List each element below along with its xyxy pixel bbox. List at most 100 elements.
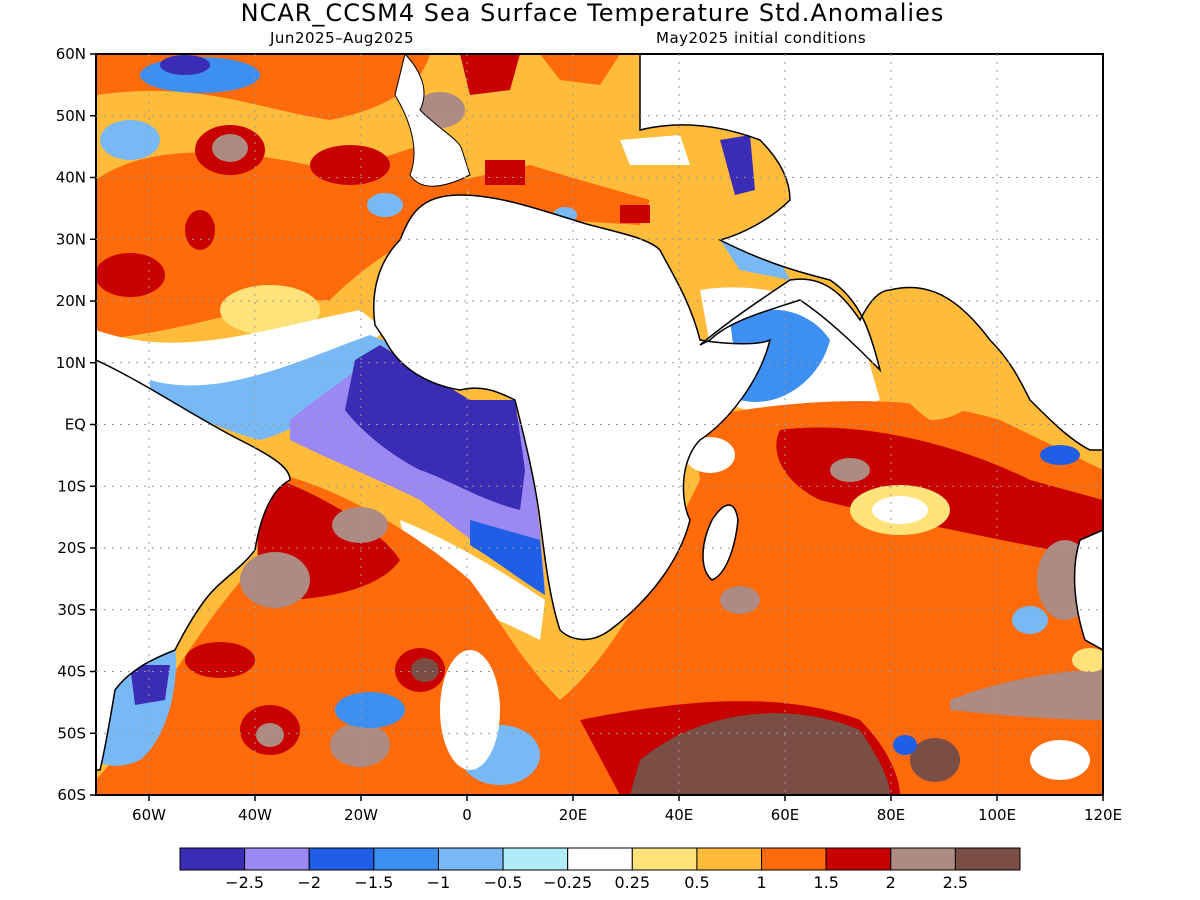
colorbar-swatch [502,847,569,871]
anomaly-region [220,285,320,335]
anomaly-region [880,303,1000,420]
australia-landmass [1073,529,1103,651]
lat-tick-label: 30N [56,230,86,248]
colorbar-swatch [825,847,892,871]
anomaly-region [96,253,165,297]
anomaly-region [400,520,545,640]
anomaly-region [310,145,390,185]
initial-conditions-label: May2025 initial conditions [656,29,867,47]
lat-tick-label: 60N [56,45,86,63]
anomaly-region [367,193,403,217]
anomaly-region [411,658,439,682]
colorbar-swatch [179,847,246,871]
lon-tick-label: 40W [238,806,272,824]
colorbar-label: 1 [756,873,766,892]
lat-tick-label: 60S [57,786,86,804]
anomaly-region [685,437,735,473]
colorbar-swatch [567,847,633,871]
anomaly-region [470,520,545,595]
colorbar-label: −0.5 [484,873,523,892]
colorbar-swatch [761,847,827,871]
colorbar-label: 0.25 [614,873,650,892]
colorbar-swatch [244,847,310,871]
colorbar-label: −0.25 [543,873,592,892]
colorbar-swatch [631,847,698,871]
anomaly-region [950,670,1103,720]
eurasia-landmass [639,54,1103,451]
lon-tick-label: 80E [877,806,906,824]
lon-tick-label: 100E [978,806,1016,824]
lon-tick-label: 20W [344,806,378,824]
colorbar: −2.5 −2 −1.5 −1 −0.5 −0.25 0.25 0.5 1 1.5 2 2.5 [179,847,1021,892]
anomaly-region [150,335,395,440]
lat-tick-label: EQ [65,416,86,434]
lat-tick-label: 50N [56,107,86,125]
colorbar-label: −2 [297,873,321,892]
lon-tick-label: 40E [665,806,694,824]
colorbar-label: −2.5 [225,873,264,892]
lat-tick-label: 10S [57,477,86,495]
anomaly-region [1040,445,1080,465]
lat-tick-label: 50S [57,724,86,742]
colorbar-label: 2 [886,873,896,892]
lon-tick-label: 0 [462,806,472,824]
lon-tick-label: 60E [771,806,800,824]
south-america-landmass [96,359,291,771]
anomaly-region [720,135,755,195]
anomaly-region [96,143,470,340]
lat-tick-label: 40S [57,663,86,681]
anomaly-region [720,586,760,614]
anomaly-region [185,210,215,250]
anomaly-region [910,738,960,782]
anomaly-region [1012,606,1048,634]
lon-tick-label: 120E [1084,806,1122,824]
anomaly-region [485,160,525,185]
lat-tick-label: 10N [56,354,86,372]
anomaly-region [130,665,170,705]
colorbar-swatch [437,847,504,871]
latitude-axis: 60N 50N 40N 30N 20N 10N EQ 10S 20S 30S 40S 50S 60S [56,45,96,804]
colorbar-swatch [308,847,375,871]
colorbar-swatch [954,847,1021,871]
lon-tick-label: 20E [559,806,588,824]
anomaly-region [720,240,790,280]
colorbar-swatch [696,847,763,871]
anomaly-region [160,55,210,75]
anomaly-region [620,205,650,223]
gridlines [96,54,1103,795]
anomaly-region [1030,740,1090,780]
anomaly-region [185,642,255,678]
lat-tick-label: 30S [57,601,86,619]
anomaly-region [212,134,248,162]
africa-landmass [373,194,772,641]
madagascar-landmass [702,504,739,581]
anomaly-region [240,552,310,608]
anomaly-region [332,507,388,543]
longitude-axis: 60W 40W 20W 0 20E 40E 60E 80E 100E 120E [132,795,1122,824]
colorbar-label: 0.5 [684,873,709,892]
lat-tick-label: 20S [57,539,86,557]
colorbar-swatch [373,847,439,871]
colorbar-label: −1.5 [354,873,393,892]
lat-tick-label: 40N [56,169,86,187]
map-field [96,54,1103,795]
anomaly-region [540,54,620,85]
anomaly-region [872,496,928,524]
colorbar-label: −1 [427,873,451,892]
europe-west-landmass [394,54,471,187]
anomaly-region [345,345,525,510]
anomaly-region [460,54,520,95]
anomaly-region [830,458,870,482]
anomaly-region [893,735,917,755]
anomaly-region [256,723,284,747]
colorbar-label: 1.5 [813,873,838,892]
forecast-period: Jun2025–Aug2025 [270,29,415,47]
lon-tick-label: 60W [132,806,166,824]
anomaly-region [335,692,405,728]
anomaly-region [440,650,500,770]
map-title: NCAR_CCSM4 Sea Surface Temperature Std.A… [240,0,945,27]
anomaly-region [620,135,690,165]
anomaly-region [1072,648,1103,672]
colorbar-label: 2.5 [943,873,968,892]
